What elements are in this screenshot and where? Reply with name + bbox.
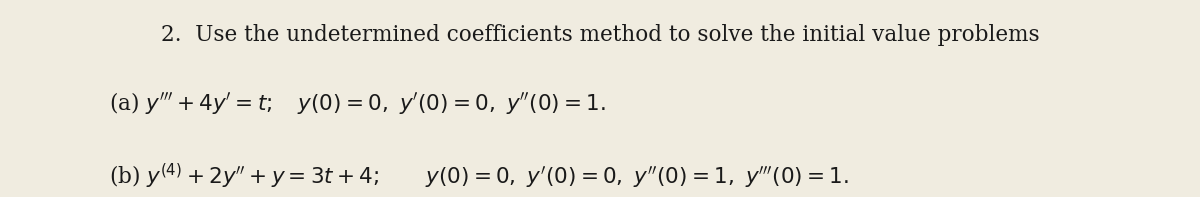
Text: 2.  Use the undetermined coefficients method to solve the initial value problems: 2. Use the undetermined coefficients met… [161, 24, 1039, 46]
Text: (b) $y^{(4)} + 2y'' + y = 3t + 4;\qquad y(0) = 0,\ y'(0) = 0,\ y''(0) = 1,\ y''': (b) $y^{(4)} + 2y'' + y = 3t + 4;\qquad … [109, 162, 848, 191]
Text: (a) $y''' + 4y' = t;\quad y(0) = 0,\ y'(0) = 0,\ y''(0) = 1.$: (a) $y''' + 4y' = t;\quad y(0) = 0,\ y'(… [109, 90, 606, 116]
